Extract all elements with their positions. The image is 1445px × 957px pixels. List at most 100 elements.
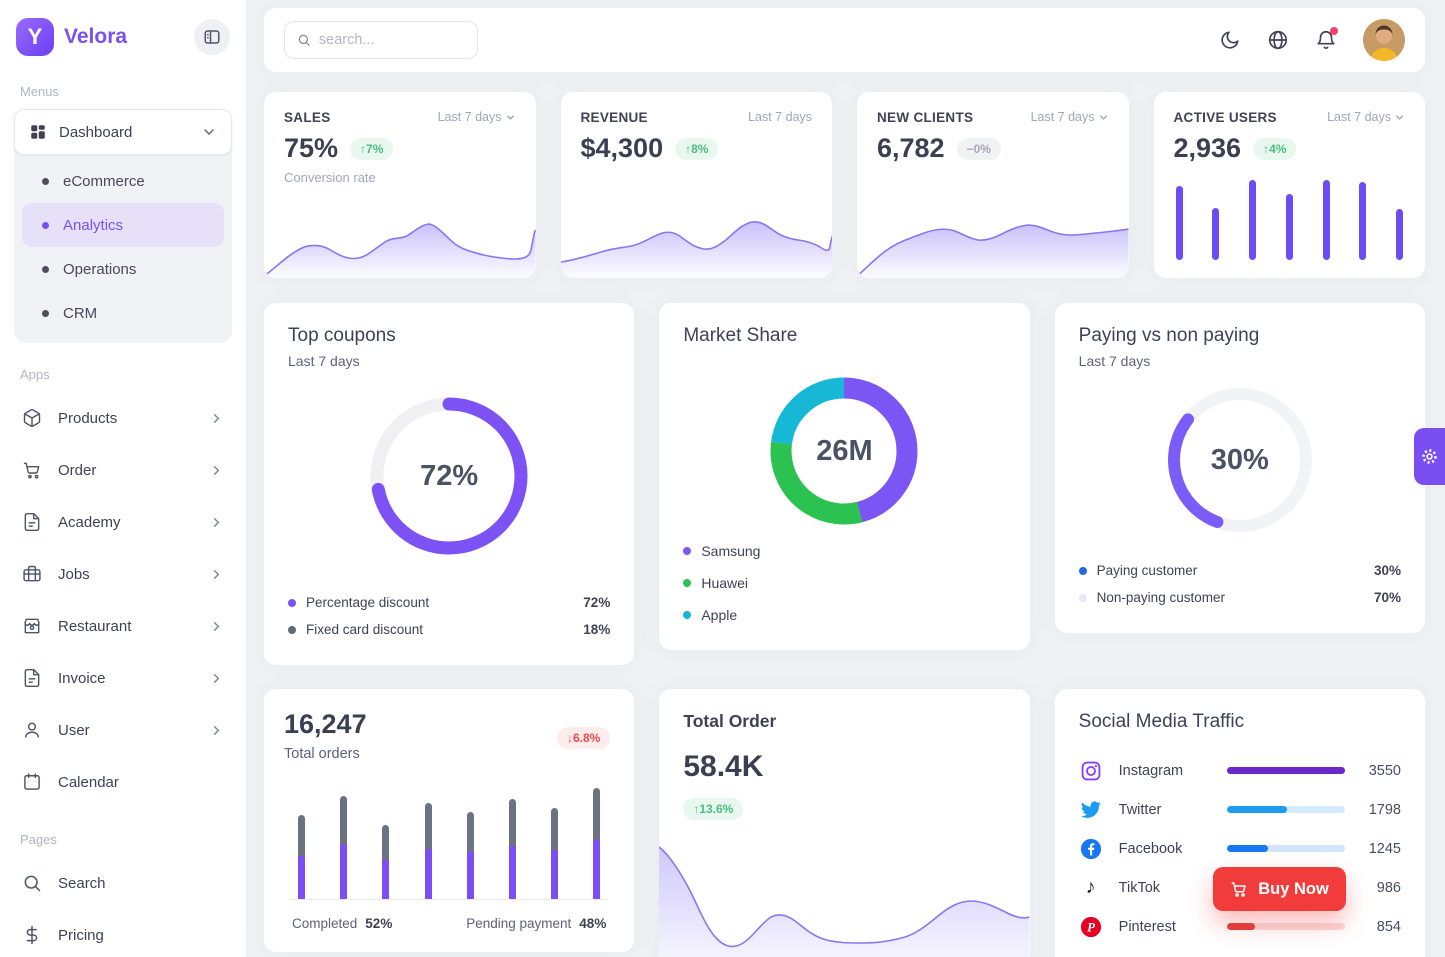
pages-section-label: Pages: [20, 832, 57, 847]
search-input[interactable]: [318, 32, 465, 48]
sidebar-item-jobs[interactable]: Jobs: [14, 548, 232, 600]
sidebar-item-pricing[interactable]: Pricing: [14, 909, 232, 957]
coupons-legend: Percentage discount 72% Fixed card discou…: [288, 589, 610, 643]
panel-title: Paying vs non paying: [1078, 325, 1260, 346]
sidebar-item-search[interactable]: Search: [14, 857, 232, 909]
orders-bar-pending: [593, 788, 601, 840]
panel-title: Social Media Traffic: [1078, 711, 1245, 732]
sidebar-item-calendar[interactable]: Calendar: [14, 756, 232, 808]
search-box[interactable]: [284, 21, 478, 59]
avatar[interactable]: [1363, 19, 1405, 61]
donut-center-value: 72%: [420, 459, 479, 492]
orders-bar: [382, 824, 390, 899]
legend-item: Huawei: [683, 567, 1005, 599]
sidebar-item-operations[interactable]: Operations: [22, 247, 224, 291]
sidebar-item-order[interactable]: Order: [14, 444, 232, 496]
legend-dot: [683, 547, 692, 555]
active-users-bar: [1359, 181, 1367, 260]
donut-center-value: 30%: [1210, 443, 1269, 476]
period-selector[interactable]: Last 7 days: [1031, 110, 1109, 124]
change-badge: ↑7%: [350, 137, 394, 160]
brand: Y Velora: [14, 14, 232, 60]
social-row: Twitter 1798: [1079, 790, 1401, 829]
pinterest-icon: P: [1079, 915, 1103, 939]
sidebar-item-academy[interactable]: Academy: [14, 496, 232, 548]
social-name: Facebook: [1118, 840, 1183, 857]
facebook-icon: [1079, 837, 1103, 861]
dark-mode-button[interactable]: [1219, 29, 1241, 51]
social-value: 3550: [1368, 762, 1401, 779]
sidebar-item-label: Restaurant: [58, 617, 132, 635]
orders-bar-pending: [551, 808, 559, 850]
social-bar-track: [1226, 923, 1345, 930]
brand-logo-icon: Y: [16, 18, 54, 56]
paying-donut: [1167, 388, 1312, 532]
cart-icon: [23, 462, 40, 479]
notifications-button[interactable]: [1315, 27, 1338, 51]
sidebar-item-ecommerce[interactable]: eCommerce: [22, 159, 224, 203]
active-users-bar-chart: [1175, 180, 1403, 260]
period-label: Last 7 days: [1030, 110, 1095, 124]
sidebar-item-label: CRM: [63, 304, 98, 322]
main-content: SALES Last 7 days 75% ↑7% Conversion rat…: [247, 0, 1445, 957]
active-users-bar: [1285, 194, 1293, 260]
sidebar-toggle-button[interactable]: [194, 19, 230, 55]
dashboard-submenu: eCommerce Analytics Operations CRM: [14, 155, 232, 343]
new-clients-sparkline: [857, 190, 1129, 278]
revenue-sparkline: [560, 206, 832, 278]
sidebar-item-invoice[interactable]: Invoice: [14, 652, 232, 704]
period-selector[interactable]: Last 7 days: [438, 110, 516, 124]
buy-now-button[interactable]: Buy Now: [1213, 867, 1346, 911]
moon-icon: [1221, 31, 1239, 49]
sidebar-item-label: Products: [58, 409, 118, 427]
top-bar: [264, 8, 1425, 72]
orders-bar: [340, 795, 348, 899]
active-users-bar: [1212, 207, 1220, 260]
paying-donut-chart: 30%: [1079, 379, 1401, 541]
settings-fab-button[interactable]: [1414, 428, 1445, 485]
document-icon: [24, 512, 40, 532]
card-title: ACTIVE USERS: [1173, 110, 1277, 125]
orders-bar-pending: [424, 803, 432, 849]
stat-value: $4,300: [580, 133, 664, 163]
orders-bar: [298, 814, 305, 899]
active-users-bar: [1322, 180, 1330, 260]
sidebar-item-label: Operations: [63, 260, 137, 278]
legend-dot: [1078, 566, 1087, 575]
legend-label: Samsung: [701, 543, 761, 559]
panel-subtitle: Last 7 days: [288, 353, 360, 369]
legend-dot: [288, 598, 296, 607]
orders-bar: [593, 788, 601, 899]
active-users-bar: [1249, 180, 1256, 260]
total-order-value: 58.4K: [683, 750, 764, 783]
language-button[interactable]: [1267, 29, 1289, 51]
chevron-right-icon: [213, 465, 220, 475]
orders-bar-completed: [424, 848, 432, 899]
sidebar-item-products[interactable]: Products: [14, 392, 232, 444]
sidebar-item-user[interactable]: User: [14, 704, 232, 756]
dollar-icon: [26, 925, 38, 945]
legend-item: Non-paying customer 70%: [1078, 584, 1401, 611]
sidebar-item-crm[interactable]: CRM: [22, 291, 224, 335]
search-icon: [24, 875, 41, 892]
active-users-card: ACTIVE USERS Last 7 days 2,936 ↑4%: [1153, 92, 1425, 278]
period-label: Last 7 days: [437, 110, 502, 124]
card-title: NEW CLIENTS: [877, 110, 974, 125]
sidebar-item-label: Pricing: [58, 926, 104, 944]
cart-icon: [1231, 882, 1246, 897]
sidebar-item-label: Order: [58, 461, 97, 479]
coupons-donut: [370, 397, 528, 555]
calendar-icon: [24, 773, 40, 790]
dashboard-menu-toggle[interactable]: Dashboard: [14, 109, 232, 155]
sidebar-item-label: Search: [58, 874, 106, 892]
sidebar-item-analytics[interactable]: Analytics: [22, 203, 224, 247]
orders-bar-completed: [593, 839, 601, 899]
sidebar-item-restaurant[interactable]: Restaurant: [14, 600, 232, 652]
gear-icon: [1422, 449, 1437, 464]
legend-label: Apple: [701, 607, 738, 623]
period-selector[interactable]: Last 7 days: [1327, 110, 1405, 124]
social-name: Twitter: [1118, 801, 1162, 818]
orders-bar-completed: [466, 852, 474, 899]
legend-label: Completed: [292, 916, 358, 931]
middle-cards-row: Top coupons Last 7 days 72% Percentage d…: [264, 303, 1425, 665]
